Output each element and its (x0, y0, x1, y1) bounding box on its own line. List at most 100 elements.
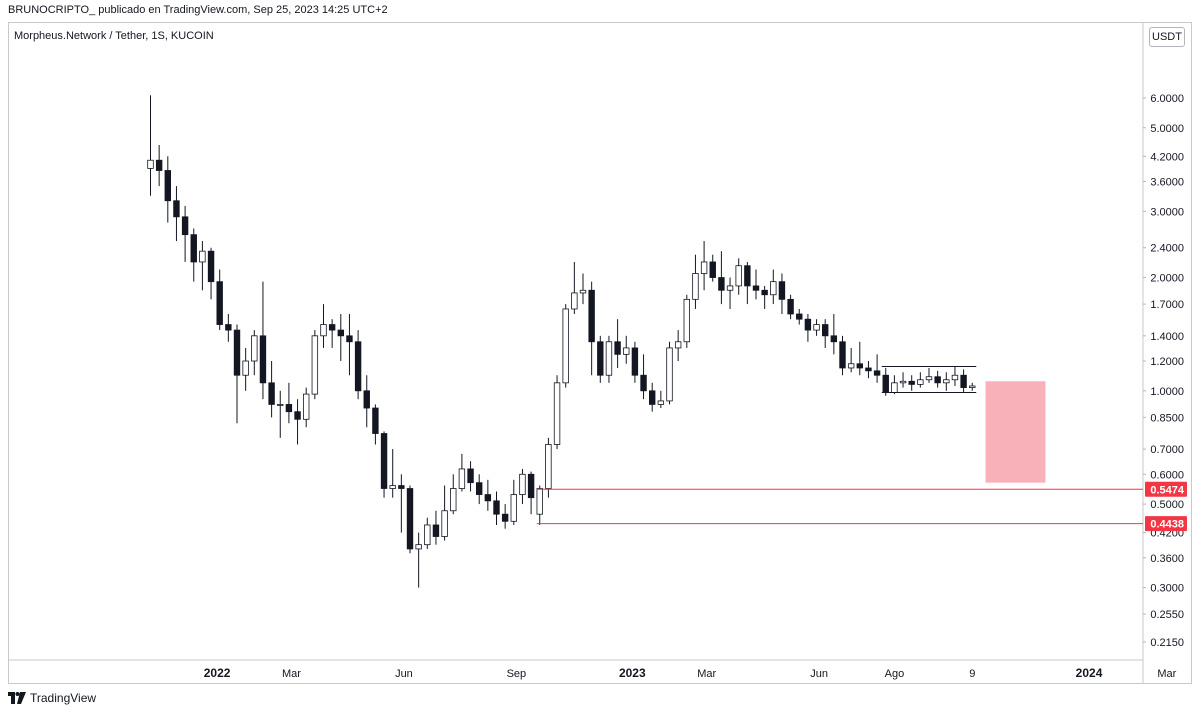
y-tick-label: 2.4000 (1150, 243, 1184, 255)
candle (943, 372, 950, 391)
candle (302, 387, 310, 428)
candle-body (311, 335, 319, 395)
candle-body (337, 329, 344, 337)
tradingview-footer[interactable]: TradingView (8, 691, 96, 705)
candle (173, 186, 180, 242)
candle (770, 269, 777, 305)
candle-body (744, 265, 751, 287)
candle (917, 372, 924, 388)
candle (925, 367, 933, 383)
candle (380, 431, 388, 498)
candle (752, 269, 760, 300)
candle (674, 330, 682, 362)
candle (475, 474, 483, 505)
candle-body (804, 318, 812, 331)
candle-body (571, 292, 578, 310)
x-tick-label: 2023 (619, 666, 646, 680)
candle-body (700, 261, 708, 274)
x-tick-label: Mar (1157, 668, 1176, 680)
candle (294, 399, 301, 445)
candle-body (501, 513, 509, 522)
candle-body (147, 159, 154, 169)
candle-body (553, 382, 561, 445)
candle (796, 308, 803, 325)
candle (389, 449, 396, 498)
candle-body (259, 335, 267, 384)
candle (709, 254, 716, 282)
candle-body (398, 485, 405, 489)
candle (683, 294, 690, 348)
candle (873, 354, 881, 383)
candle-body (458, 468, 466, 489)
candle-body (657, 400, 665, 405)
candle-body (242, 360, 249, 376)
currency-button[interactable]: USDT (1149, 27, 1185, 47)
y-tick-label: 1.7000 (1150, 299, 1184, 311)
candle-body (233, 329, 241, 376)
y-tick-label: 6.0000 (1150, 93, 1184, 105)
candle-body (190, 234, 197, 263)
candle (579, 273, 587, 305)
candle (692, 254, 699, 309)
candle-body (579, 289, 587, 294)
candle-body (623, 347, 630, 355)
y-tick-label: 0.7000 (1150, 444, 1184, 456)
tradingview-logo-icon (8, 692, 26, 704)
candle-body (856, 363, 863, 369)
candle-body (510, 494, 517, 522)
candle (337, 313, 344, 362)
candle-body (363, 390, 370, 409)
candle (259, 281, 267, 400)
candle (631, 341, 639, 383)
candle-body (493, 500, 500, 515)
candle (311, 330, 319, 400)
candle (649, 382, 656, 412)
candle (726, 277, 734, 309)
candle (372, 404, 379, 445)
y-tick-label: 0.3600 (1150, 553, 1184, 565)
candle (787, 294, 794, 320)
candle (891, 375, 898, 395)
y-tick-label: 1.0000 (1150, 386, 1184, 398)
candle (242, 347, 249, 391)
candle-body (822, 324, 829, 337)
x-tick-label: 2024 (1076, 666, 1103, 680)
candle (181, 205, 189, 262)
candle (190, 228, 197, 282)
chart-frame (8, 22, 1192, 684)
candle-body (891, 382, 898, 393)
level-price-tag: 0.5474 (1145, 481, 1187, 497)
x-tick-label: 2022 (204, 666, 231, 680)
candle (519, 468, 526, 505)
candle-body (631, 347, 639, 376)
level-price-tag-bg (1145, 481, 1187, 497)
candle (277, 390, 284, 438)
candle-body (173, 200, 180, 218)
candle-body (406, 488, 414, 550)
candle-body (380, 433, 388, 489)
candle-body (588, 289, 595, 343)
candle (458, 453, 466, 492)
candle (899, 372, 907, 388)
candle-body (951, 374, 959, 381)
candle-body (432, 524, 440, 537)
candle (251, 330, 258, 376)
candle (225, 313, 232, 342)
y-tick-label: 2.0000 (1150, 273, 1184, 285)
candle-body (597, 341, 604, 376)
candle (285, 382, 293, 424)
y-tick-label: 0.2150 (1150, 637, 1184, 649)
candle-body (666, 347, 673, 402)
candle (847, 347, 855, 373)
published-header: BRUNOCRIPTO_ publicado en TradingView.co… (8, 4, 388, 16)
footer-brand: TradingView (30, 691, 97, 705)
candle-body (181, 216, 189, 236)
candle-body (674, 341, 682, 349)
candle-body (207, 250, 215, 283)
candle-body (778, 281, 786, 300)
candle (934, 370, 941, 388)
candle (484, 479, 492, 511)
y-tick-label: 1.2000 (1150, 356, 1184, 368)
candle-body (199, 250, 206, 263)
